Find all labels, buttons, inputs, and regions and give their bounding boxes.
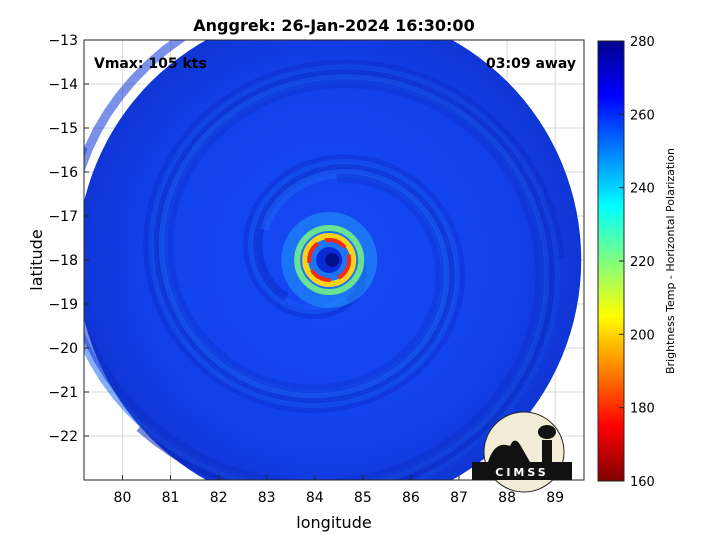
x-tick-label: 82: [210, 490, 228, 506]
colorbar-tick-label: 200: [630, 328, 655, 343]
y-ticks: −13 −14 −15 −16 −17 −18 −19 −20 −21 −22: [48, 33, 89, 445]
y-tick-label: −22: [48, 429, 78, 445]
x-tick-label: 81: [162, 490, 180, 506]
x-tick-label: 84: [306, 490, 324, 506]
x-axis-label: longitude: [296, 513, 371, 532]
eyewall-mid: [302, 233, 357, 287]
colorbar-tick-label: 240: [630, 182, 655, 197]
y-tick-label: −19: [48, 297, 78, 313]
x-ticks: 80 81 82 83 84 85 86 87 88 89: [114, 475, 564, 506]
y-tick-label: −17: [48, 209, 78, 225]
x-tick-label: 83: [258, 490, 276, 506]
colorbar-tick-label: 280: [630, 35, 655, 50]
x-tick-label: 80: [114, 490, 132, 506]
eyewall: [281, 212, 378, 308]
y-tick-label: −18: [48, 253, 78, 269]
vmax-annotation: Vmax: 105 kts: [94, 56, 207, 72]
colorbar-label: Brightness Temp - Horizontal Polarizatio…: [664, 148, 677, 374]
eyewall-core: [307, 238, 352, 282]
colorbar-tick-label: 160: [630, 475, 655, 490]
logo-text: CIMSS: [495, 466, 548, 479]
eye-center: [325, 253, 340, 267]
eyewall-outer: [294, 225, 365, 295]
time-away-annotation: 03:09 away: [486, 56, 576, 72]
y-axis-label: latitude: [27, 229, 46, 290]
y-tick-label: −15: [48, 121, 78, 137]
x-tick-label: 86: [402, 490, 420, 506]
x-tick-label: 87: [450, 490, 468, 506]
cimss-logo: CIMSS: [472, 411, 572, 493]
colorbar-tick-label: 260: [630, 108, 655, 123]
x-tick-label: 88: [498, 490, 516, 506]
y-tick-label: −21: [48, 385, 78, 401]
y-tick-label: −14: [48, 77, 78, 93]
x-tick-label: 89: [546, 490, 564, 506]
colorbar-tick-label: 220: [630, 255, 655, 270]
colorbar-ticks: 160 180 200 220 240 260 280: [619, 35, 655, 490]
colorbar-tick-label: 180: [630, 402, 655, 417]
y-tick-label: −16: [48, 165, 78, 181]
x-tick-label: 85: [354, 490, 372, 506]
y-tick-label: −20: [48, 341, 78, 357]
chart-title: Anggrek: 26-Jan-2024 16:30:00: [193, 16, 474, 35]
y-tick-label: −13: [48, 33, 78, 49]
